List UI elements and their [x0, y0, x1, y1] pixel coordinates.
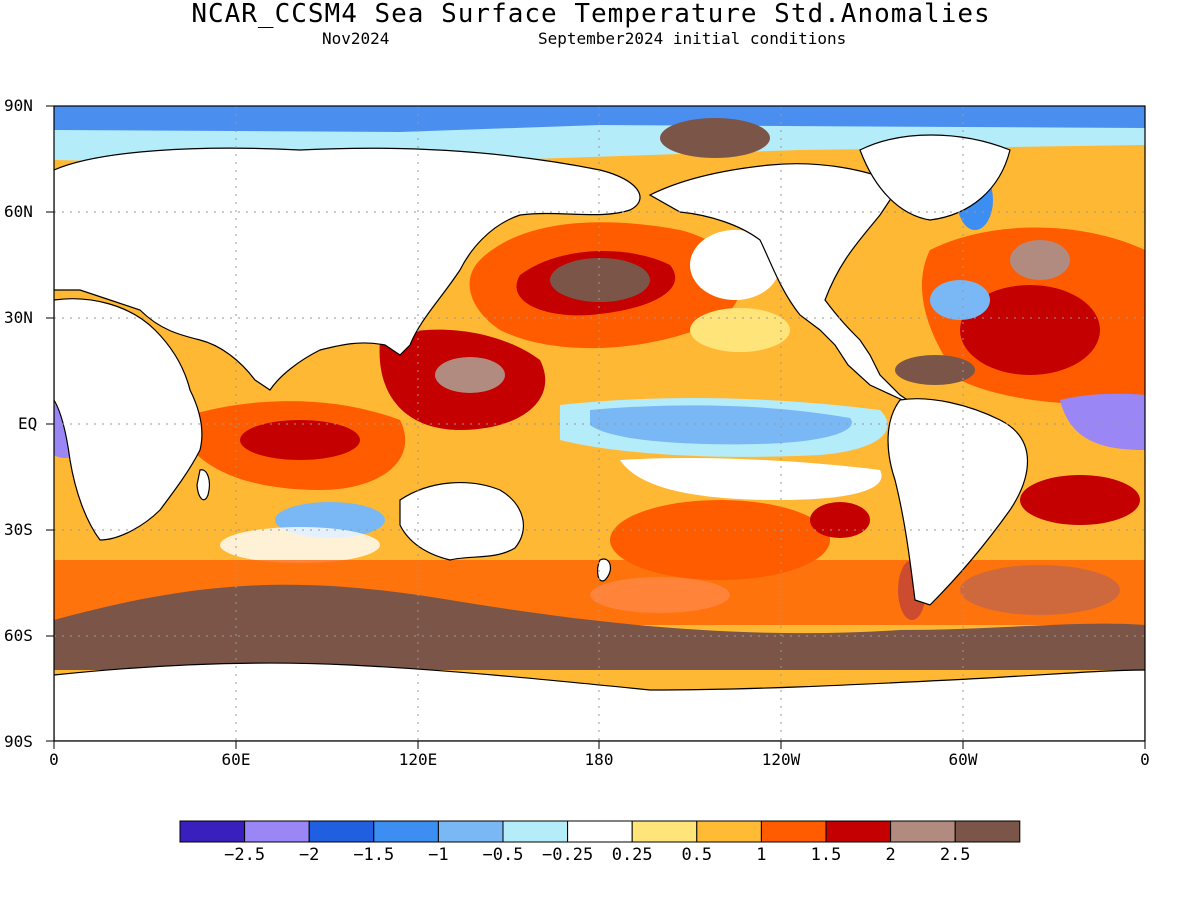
colorbar-tick-label: −1 [428, 845, 449, 865]
lat-label-90s: 90S [4, 732, 33, 751]
lon-label-120w: 120W [761, 750, 801, 769]
colorbar-tick-label: 1 [756, 845, 767, 865]
lon-label-0-east: 0 [1140, 750, 1150, 769]
lat-label-60s: 60S [4, 626, 33, 645]
australia [399, 482, 524, 561]
north-america [648, 163, 916, 406]
colorbar-swatch [179, 820, 246, 843]
south-indian-white [220, 527, 380, 563]
eurasia [54, 147, 641, 391]
axis-ticks [46, 105, 1146, 749]
lat-label-60n: 60N [4, 202, 33, 221]
colorbar-swatch [437, 820, 504, 843]
south-pacific-hot [810, 502, 870, 538]
graticule [54, 106, 1145, 741]
colorbar-swatch [373, 820, 439, 843]
west-pacific-max [435, 357, 505, 393]
colorbar-swatch [631, 820, 698, 843]
colorbar-tick-label: −1.5 [353, 845, 395, 865]
land-masses [54, 134, 1145, 741]
northeast-pacific-yellow [690, 308, 790, 352]
forecast-month: Nov2024 [322, 29, 390, 48]
lon-label-120e: 120E [398, 750, 438, 769]
north-pacific-max [550, 258, 650, 302]
lat-label-eq: EQ [18, 414, 38, 433]
colorbar-tick-label: 2.5 [939, 845, 971, 865]
lat-label-90n: 90N [4, 96, 33, 115]
indian-ocean-hot [240, 420, 360, 460]
colorbar-swatch [308, 820, 375, 843]
colorbar-tick-label: −2.5 [224, 845, 266, 865]
colorbar-tick-label: −0.5 [482, 845, 524, 865]
colorbar-tick-label: 2 [885, 845, 896, 865]
lon-label-60e: 60E [221, 750, 251, 769]
colorbar-tick-label: −0.25 [542, 845, 594, 865]
colorbar-tick-label: 0.25 [611, 845, 653, 865]
colorbar-swatch [696, 820, 762, 843]
south-atlantic-hot [1020, 475, 1140, 525]
lon-label-0: 0 [49, 750, 59, 769]
equatorial-atlantic-cool [1060, 393, 1145, 450]
initial-conditions: September2024 initial conditions [538, 29, 847, 48]
antarctica [54, 662, 1145, 741]
lat-label-30s: 30S [4, 520, 33, 539]
north-atlantic-hot [960, 285, 1100, 375]
north-atlantic-cool [930, 280, 990, 320]
arctic-warm-patch [660, 118, 770, 158]
lon-label-60w: 60W [948, 750, 978, 769]
lat-label-30n: 30N [4, 308, 33, 327]
colorbar-swatch [954, 820, 1021, 843]
africa [54, 298, 203, 541]
greenland [859, 134, 1011, 221]
map-title: NCAR_CCSM4 Sea Surface Temperature Std.A… [191, 0, 991, 29]
north-atlantic-max [1010, 240, 1070, 280]
colorbar-swatch [890, 820, 956, 843]
caribbean-max [895, 355, 975, 385]
lon-label-180: 180 [584, 750, 614, 769]
colorbar-swatch [567, 820, 633, 843]
colorbar-tick-label: −2 [298, 845, 320, 865]
new-zealand [596, 558, 612, 582]
south-america [887, 398, 1029, 606]
colorbar-swatch [502, 820, 569, 843]
madagascar [196, 469, 211, 501]
colorbar-tick-label: 0.5 [681, 845, 713, 865]
colorbar-swatch [825, 820, 892, 843]
colorbar-tick-label: 1.5 [810, 845, 842, 865]
equatorial-pacific-cold [590, 405, 852, 445]
northeast-pacific-white [690, 230, 780, 300]
colorbar-swatch [244, 820, 310, 843]
colorbar-swatch [760, 820, 827, 843]
equatorial-pacific-white [620, 458, 882, 500]
